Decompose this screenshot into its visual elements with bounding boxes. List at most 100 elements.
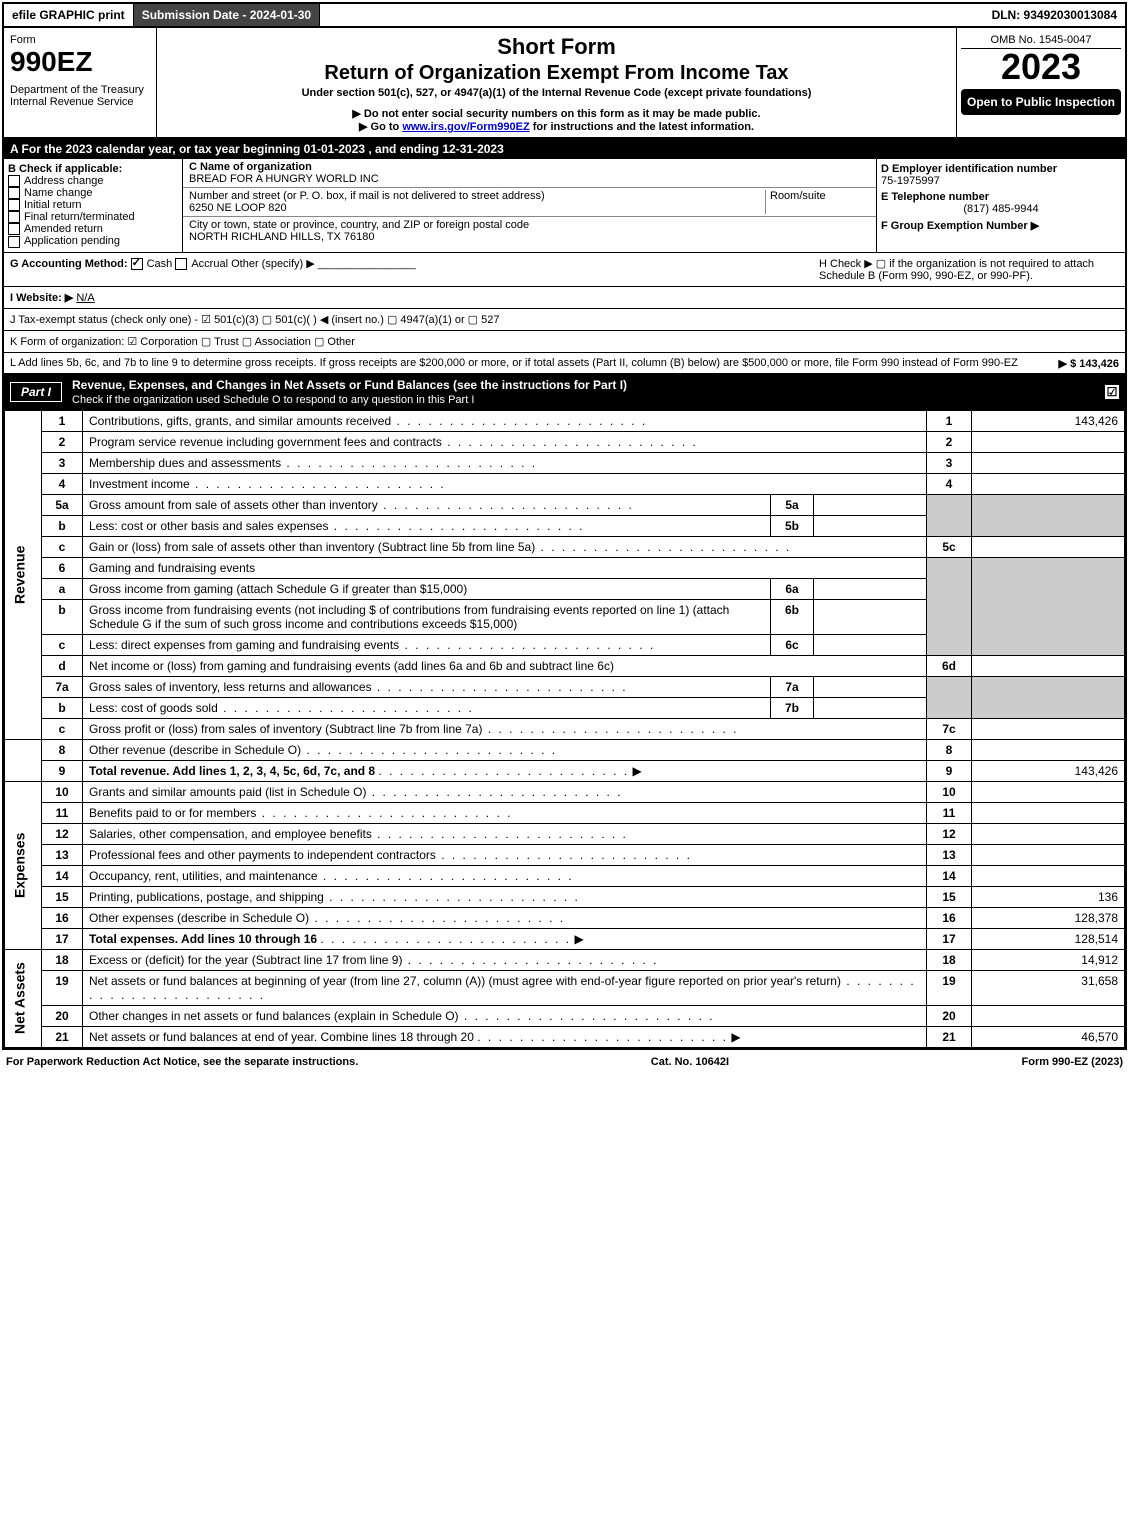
line-7a-mnum: 7a (771, 676, 814, 697)
line-7b-mval (814, 697, 927, 718)
line-15-desc: Printing, publications, postage, and shi… (89, 890, 580, 904)
line-1-desc: Contributions, gifts, grants, and simila… (89, 414, 647, 428)
section-h: H Check ▶ ▢ if the organization is not r… (819, 257, 1119, 282)
website-label: I Website: ▶ (10, 292, 73, 304)
line-12-val (972, 823, 1125, 844)
line-20-desc: Other changes in net assets or fund bala… (89, 1009, 715, 1023)
line-9-val: 143,426 (972, 760, 1125, 781)
irs-link[interactable]: www.irs.gov/Form990EZ (402, 121, 529, 133)
line-2-desc: Program service revenue including govern… (89, 435, 698, 449)
line-5a-mnum: 5a (771, 494, 814, 515)
line-6b-desc: Gross income from fundraising events (no… (83, 599, 771, 634)
phone-label: E Telephone number (881, 191, 1121, 203)
line-7b-mnum: 7b (771, 697, 814, 718)
part-1-checkbox[interactable]: ☑ (1105, 385, 1119, 399)
section-l-amount: ▶ $ 143,426 (1059, 357, 1119, 370)
line-19-rnum: 19 (927, 970, 972, 1005)
shaded-5-val (972, 494, 1125, 536)
line-11-rnum: 11 (927, 802, 972, 823)
line-18-desc: Excess or (deficit) for the year (Subtra… (89, 953, 658, 967)
check-application-pending[interactable]: Application pending (8, 235, 178, 247)
line-5c-val (972, 536, 1125, 557)
line-18-val: 14,912 (972, 949, 1125, 970)
line-2-val (972, 431, 1125, 452)
line-7a-mval (814, 676, 927, 697)
line-9-rnum: 9 (927, 760, 972, 781)
line-16-rnum: 16 (927, 907, 972, 928)
line-7c-num: c (42, 718, 83, 739)
line-7b-desc: Less: cost of goods sold (89, 701, 474, 715)
street-label: Number and street (or P. O. box, if mail… (189, 190, 545, 202)
section-j: J Tax-exempt status (check only one) - ☑… (4, 309, 1125, 331)
section-k: K Form of organization: ☑ Corporation ▢ … (4, 331, 1125, 353)
line-21-num: 21 (42, 1026, 83, 1047)
check-address-change[interactable]: Address change (8, 175, 178, 187)
line-15-val: 136 (972, 886, 1125, 907)
line-8-rnum: 8 (927, 739, 972, 760)
line-6c-mval (814, 634, 927, 655)
line-9-desc: Total revenue. Add lines 1, 2, 3, 4, 5c,… (89, 764, 375, 778)
line-5a-mval (814, 494, 927, 515)
line-12-rnum: 12 (927, 823, 972, 844)
line-10-desc: Grants and similar amounts paid (list in… (89, 785, 622, 799)
line-7a-num: 7a (42, 676, 83, 697)
form-header: Form 990EZ Department of the Treasury In… (4, 28, 1125, 139)
subtitle: Under section 501(c), 527, or 4947(a)(1)… (161, 87, 952, 99)
check-initial-return[interactable]: Initial return (8, 199, 178, 211)
page-footer: For Paperwork Reduction Act Notice, see … (0, 1052, 1129, 1072)
line-6c-num: c (42, 634, 83, 655)
line-11-val (972, 802, 1125, 823)
line-14-desc: Occupancy, rent, utilities, and maintena… (89, 869, 574, 883)
warning-ssn: ▶ Do not enter social security numbers o… (161, 107, 952, 120)
other-specify: Other (specify) ▶ (231, 258, 315, 270)
line-7c-val (972, 718, 1125, 739)
line-7a-desc: Gross sales of inventory, less returns a… (89, 680, 628, 694)
line-20-num: 20 (42, 1005, 83, 1026)
line-19-val: 31,658 (972, 970, 1125, 1005)
line-14-val (972, 865, 1125, 886)
check-amended-return[interactable]: Amended return (8, 223, 178, 235)
dept-treasury: Department of the Treasury (10, 84, 150, 96)
footer-right: Form 990-EZ (2023) (1022, 1056, 1123, 1068)
check-final-return[interactable]: Final return/terminated (8, 211, 178, 223)
line-18-num: 18 (42, 949, 83, 970)
line-4-num: 4 (42, 473, 83, 494)
check-accrual[interactable] (175, 258, 187, 270)
line-5c-num: c (42, 536, 83, 557)
line-6a-desc: Gross income from gaming (attach Schedul… (83, 578, 771, 599)
line-4-rnum: 4 (927, 473, 972, 494)
line-4-val (972, 473, 1125, 494)
line-11-desc: Benefits paid to or for members (89, 806, 512, 820)
line-3-num: 3 (42, 452, 83, 473)
line-5a-num: 5a (42, 494, 83, 515)
line-7b-num: b (42, 697, 83, 718)
line-8-num: 8 (42, 739, 83, 760)
entity-info-row: B Check if applicable: Address change Na… (4, 159, 1125, 253)
line-6d-desc: Net income or (loss) from gaming and fun… (83, 655, 927, 676)
part-1-title: Revenue, Expenses, and Changes in Net As… (72, 378, 627, 392)
check-name-change[interactable]: Name change (8, 187, 178, 199)
room-suite-label: Room/suite (765, 190, 870, 214)
line-10-num: 10 (42, 781, 83, 802)
header-center: Short Form Return of Organization Exempt… (157, 28, 957, 137)
title-short-form: Short Form (161, 34, 952, 60)
line-10-rnum: 10 (927, 781, 972, 802)
org-name-label: C Name of organization (189, 161, 312, 173)
section-c: C Name of organization BREAD FOR A HUNGR… (183, 159, 877, 252)
line-1-val: 143,426 (972, 410, 1125, 431)
section-a-tax-year: A For the 2023 calendar year, or tax yea… (4, 139, 1125, 159)
city-label: City or town, state or province, country… (189, 219, 529, 231)
efile-print-cell[interactable]: efile GRAPHIC print (4, 4, 134, 26)
line-14-rnum: 14 (927, 865, 972, 886)
part-1-table: Revenue 1 Contributions, gifts, grants, … (4, 410, 1125, 1048)
line-15-rnum: 15 (927, 886, 972, 907)
line-21-rnum: 21 (927, 1026, 972, 1047)
line-5c-rnum: 5c (927, 536, 972, 557)
line-13-val (972, 844, 1125, 865)
line-3-desc: Membership dues and assessments (89, 456, 537, 470)
line-19-desc: Net assets or fund balances at beginning… (89, 974, 916, 1002)
line-17-val: 128,514 (972, 928, 1125, 949)
section-g-h: G Accounting Method: Cash Accrual Other … (4, 253, 1125, 287)
line-3-rnum: 3 (927, 452, 972, 473)
check-cash[interactable] (131, 258, 143, 270)
